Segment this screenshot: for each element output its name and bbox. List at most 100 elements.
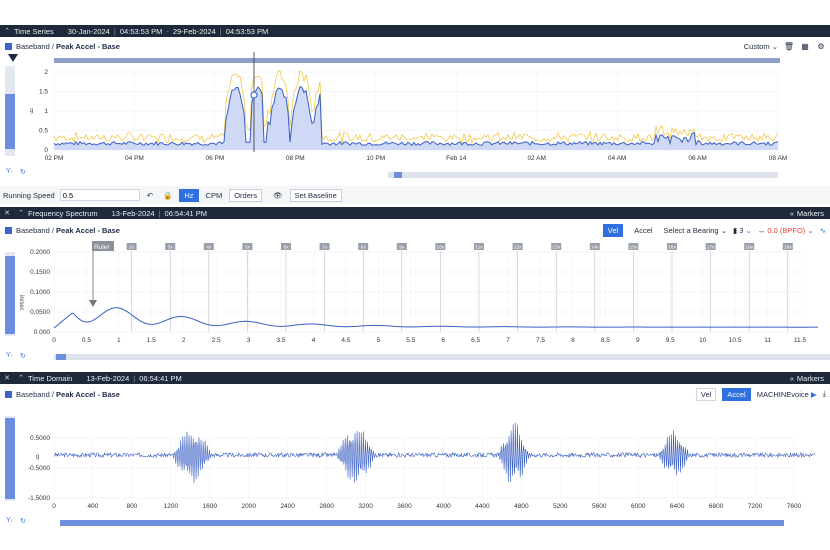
- trash-icon[interactable]: 🗑: [783, 41, 795, 51]
- vel-toggle[interactable]: Vel: [602, 223, 624, 237]
- bpfo-select[interactable]: ↔ 0.0 (BPFO) ⌄: [757, 225, 814, 235]
- harmonic-badge[interactable]: [551, 243, 562, 250]
- harmonic-badge[interactable]: [705, 243, 716, 250]
- y-axis-unit: g: [36, 454, 39, 460]
- y-axis-unit: in/sec: [18, 295, 24, 311]
- gear-icon[interactable]: ⚙: [817, 41, 825, 51]
- measurement-group: Baseband: [16, 389, 50, 399]
- harmonic-badge[interactable]: [782, 243, 793, 250]
- h-scrollbar-thumb[interactable]: [394, 172, 402, 178]
- spectrum-h-scrollbar[interactable]: [54, 354, 830, 360]
- harmonics-icon: ▮: [732, 225, 738, 235]
- cursor-point[interactable]: [250, 91, 258, 99]
- y-tick-label: 0.5: [39, 128, 48, 135]
- close-icon[interactable]: ✕: [4, 375, 10, 382]
- harmonic-badge[interactable]: [628, 243, 639, 250]
- download-icon[interactable]: ⤓: [822, 389, 826, 398]
- scrollbar-thumb[interactable]: [5, 418, 15, 499]
- frequency-spectrum-header: ✕ ⌃ Frequency Spectrum 13-Feb-2024 | 06:…: [0, 207, 830, 219]
- refresh-icon[interactable]: ↻: [20, 518, 26, 525]
- range-select[interactable]: Custom ⌄: [743, 41, 778, 51]
- ruler-marker[interactable]: Ruler: [89, 241, 114, 307]
- harmonic-badge[interactable]: [435, 243, 446, 250]
- accel-toggle[interactable]: Accel: [722, 387, 751, 401]
- time-series-y-scrollbar[interactable]: [5, 66, 15, 156]
- time-domain-h-scrollbar[interactable]: [60, 520, 784, 526]
- harmonic-badge[interactable]: [667, 243, 677, 250]
- x-tick-label: 0.5: [82, 337, 91, 344]
- bar-chart-icon[interactable]: ▦: [801, 41, 809, 51]
- spectrum-subheader: Baseband / Peak Accel - Base Vel Accel S…: [0, 223, 830, 237]
- hz-toggle[interactable]: Hz: [179, 188, 199, 202]
- harmonic-badge[interactable]: [474, 243, 484, 250]
- harmonic-badge[interactable]: [281, 243, 291, 250]
- vel-toggle[interactable]: Vel: [695, 387, 717, 401]
- spectrum-y-scrollbar[interactable]: [5, 252, 15, 336]
- harmonics-select[interactable]: ▮ 3 ⌄: [732, 225, 752, 235]
- spectrum-date: 13-Feb-2024: [111, 208, 155, 218]
- arrows-icon: ↔: [757, 225, 766, 235]
- refresh-icon[interactable]: ↻: [20, 353, 26, 360]
- x-tick-label: 4.5: [341, 337, 350, 344]
- harmonic-label: 11x: [475, 245, 483, 251]
- close-icon[interactable]: ✕: [4, 210, 10, 217]
- cpm-toggle[interactable]: CPM: [205, 190, 223, 200]
- accel-toggle[interactable]: Accel: [634, 225, 653, 235]
- harmonic-badge[interactable]: [589, 243, 600, 250]
- harmonic-badge[interactable]: [126, 243, 137, 250]
- end-date: 29-Feb-2024: [172, 26, 216, 36]
- time-domain-y-scrollbar[interactable]: [5, 416, 15, 501]
- harmonic-label: 16x: [668, 245, 676, 251]
- markers-toggle[interactable]: «Markers: [789, 373, 824, 383]
- time-range-selector[interactable]: [54, 58, 780, 63]
- harmonic-badge[interactable]: [358, 243, 369, 250]
- harmonic-badge[interactable]: [319, 243, 330, 250]
- time-domain-title: Time Domain: [28, 373, 73, 383]
- set-baseline-button[interactable]: Set Baseline: [289, 188, 342, 202]
- harmonic-badge[interactable]: [396, 243, 407, 250]
- filter-icon[interactable]: [8, 54, 18, 62]
- chevron-down-icon: ⌄: [720, 225, 727, 235]
- x-tick-label: 6400: [670, 503, 685, 510]
- harmonic-badge[interactable]: [165, 243, 176, 250]
- y-axis-toggle[interactable]: Y↕: [6, 168, 14, 175]
- bearing-select[interactable]: Select a Bearing ⌄: [663, 225, 727, 235]
- collapse-chevron-icon[interactable]: ⌃: [4, 28, 10, 35]
- machinevoice-button[interactable]: MACHINEvoice ▶: [756, 389, 817, 399]
- harmonic-label: 18x: [745, 245, 753, 251]
- harmonic-badge[interactable]: [744, 243, 755, 250]
- play-icon: ▶: [810, 389, 817, 399]
- y-axis-toggle[interactable]: Y↕: [6, 352, 14, 359]
- measurement-group: Baseband: [16, 41, 50, 51]
- spectrum-chart[interactable]: 2x 3x 4x 5x 6x 7x 8x 9x 10x 11x 12x 13x 14x 15x 16x 17x…: [0, 240, 830, 355]
- harmonic-label: 2x: [129, 245, 135, 251]
- waveform-icon[interactable]: ∿: [819, 225, 826, 235]
- time-series-h-scrollbar[interactable]: [388, 172, 778, 178]
- h-scrollbar-thumb[interactable]: [56, 354, 66, 360]
- time-series-chart[interactable]: 2 1.5 1 0.5 0 02 PM 04 PM 06 PM 08 PM 10 PM Feb 1…: [0, 52, 830, 172]
- lock-icon[interactable]: 🔒: [163, 190, 173, 200]
- harmonic-badge[interactable]: [242, 243, 253, 250]
- orders-toggle[interactable]: Orders: [229, 188, 263, 202]
- y-tick-label: 0.000: [34, 329, 51, 336]
- markers-toggle[interactable]: «Markers: [789, 208, 824, 218]
- harmonic-badge[interactable]: [512, 243, 523, 250]
- scrollbar-thumb[interactable]: [5, 94, 15, 149]
- x-tick-label: 8.5: [601, 337, 610, 344]
- eye-icon[interactable]: 👁: [273, 190, 283, 200]
- waveform-line: [53, 422, 816, 484]
- y-axis-toggle[interactable]: Y↕: [6, 517, 14, 524]
- collapse-chevron-icon[interactable]: ⌃: [18, 210, 24, 217]
- refresh-icon[interactable]: ↻: [20, 169, 26, 176]
- h-scrollbar-thumb[interactable]: [60, 520, 784, 526]
- scrollbar-thumb[interactable]: [5, 256, 15, 334]
- collapse-chevron-icon[interactable]: ⌃: [18, 375, 24, 382]
- harmonic-badge[interactable]: [203, 243, 214, 250]
- x-tick-label: 5.5: [406, 337, 415, 344]
- y-tick-label: 0.2000: [30, 249, 50, 256]
- x-tick-label: 1: [117, 337, 121, 344]
- running-speed-input[interactable]: [59, 189, 140, 201]
- time-domain-chart[interactable]: 0.5000 -0.5000 -1.5000 0 400 800 1200 1600 2000…: [0, 402, 830, 520]
- undo-icon[interactable]: ↶: [146, 190, 154, 200]
- x-tick-label: 2400: [280, 503, 295, 510]
